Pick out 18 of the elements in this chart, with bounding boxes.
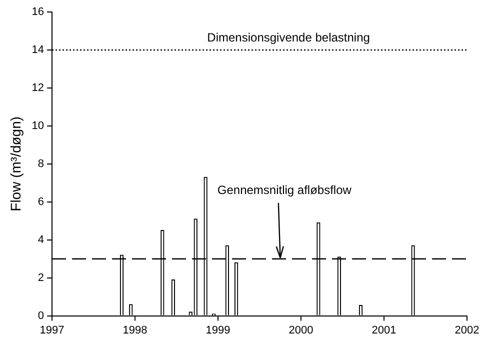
- x-tick-label: 2001: [372, 324, 396, 336]
- y-tick-label: 16: [32, 6, 44, 18]
- y-tick-label: 12: [32, 82, 44, 94]
- x-tick-label: 1997: [40, 324, 64, 336]
- x-tick-label: 2002: [454, 324, 480, 336]
- ref-line-label: Gennemsnitlig afløbsflow: [217, 183, 352, 198]
- y-tick-label: 0: [38, 310, 44, 322]
- x-tick-label: 2000: [288, 324, 314, 336]
- ref-line-label: Dimensionsgivende belastning: [207, 30, 370, 44]
- y-tick-label: 2: [38, 272, 44, 284]
- x-tick-label: 1999: [206, 324, 230, 336]
- y-tick-label: 6: [38, 196, 44, 208]
- y-tick-label: 14: [32, 44, 44, 56]
- y-tick-label: 10: [32, 120, 44, 132]
- x-tick-label: 1998: [122, 324, 148, 336]
- y-tick-label: 8: [38, 158, 44, 170]
- y-axis-title: Flow (m³/døgn): [7, 116, 24, 212]
- y-tick-label: 4: [38, 234, 44, 246]
